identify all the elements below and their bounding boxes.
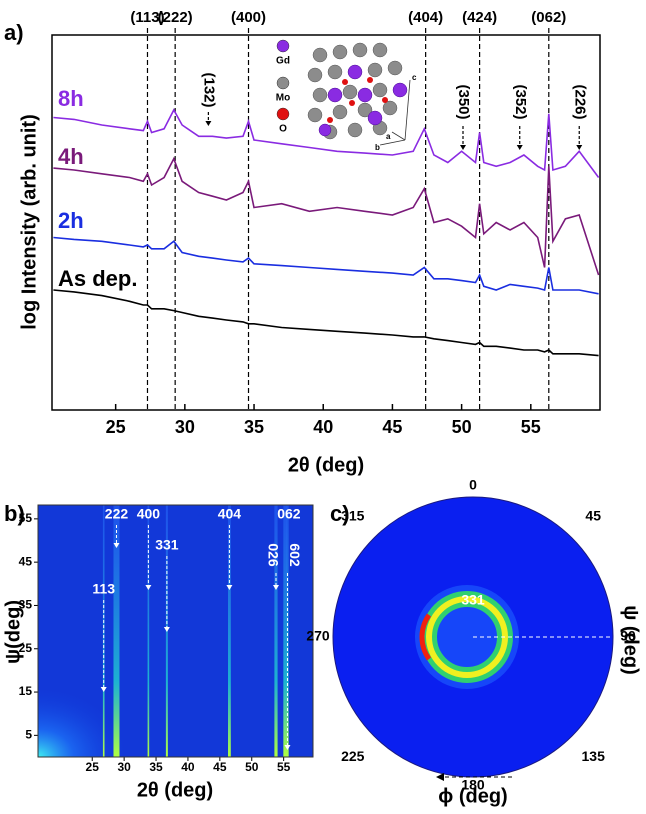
series-label: As dep. [58, 266, 137, 291]
peak-label: (132) [200, 72, 217, 107]
inset-legend-label: Mo [276, 93, 290, 104]
y-axis-label: ψ(deg) [2, 600, 24, 664]
peak-label: 026 [265, 543, 281, 567]
arrow-head [163, 627, 170, 632]
y-tick-label: 5 [25, 728, 32, 742]
x-tick-label: 40 [313, 417, 333, 437]
peak-label: 404 [218, 506, 242, 522]
x-tick-label: 40 [181, 760, 195, 774]
x-tick-label: 50 [245, 760, 259, 774]
x-tick-label: 30 [117, 760, 131, 774]
plot-frame [37, 504, 314, 758]
panel-label: a) [4, 20, 24, 45]
panel-label: b) [4, 501, 25, 526]
inset-axis-label: a [386, 132, 391, 141]
pole-ring-hot [419, 613, 432, 661]
x-tick-label: 50 [452, 417, 472, 437]
radial-axis-label: ψ (deg) [620, 605, 642, 675]
angle-tick-label: 135 [582, 748, 606, 764]
y-tick-label: 25 [19, 641, 33, 655]
x-tick-label: 35 [149, 760, 163, 774]
x-tick-label: 30 [175, 417, 195, 437]
xrd-trace [53, 236, 599, 295]
diffraction-streak [274, 505, 278, 757]
arrow-head [284, 745, 291, 750]
y-tick-label: 35 [19, 598, 33, 612]
x-tick-label: 25 [106, 417, 126, 437]
arrow-head [516, 145, 523, 150]
peak-label: (404) [408, 9, 443, 26]
series-label: 8h [58, 86, 84, 111]
inset-legend-marker [276, 107, 290, 121]
peak-label: (400) [231, 9, 266, 26]
panel-label: c) [330, 501, 350, 526]
diffraction-streak [147, 505, 150, 757]
x-axis-label: 2θ (deg) [137, 779, 213, 801]
series-label: 4h [58, 144, 84, 169]
diffraction-streak [113, 505, 120, 757]
xrd-trace [53, 289, 599, 357]
series-label: 2h [58, 208, 84, 233]
peak-label: (350) [455, 84, 472, 119]
diffraction-streak [228, 505, 231, 757]
angle-axis-label: ϕ (deg) [438, 785, 507, 807]
peak-label: (222) [158, 9, 193, 26]
inset-axis-label: c [412, 73, 417, 82]
angle-tick-label: 45 [585, 507, 601, 523]
peak-label: (352) [512, 84, 529, 119]
inset-legend-label: O [279, 124, 287, 135]
pole-label: 331 [461, 592, 485, 608]
angle-tick-label: 90 [620, 628, 636, 644]
peak-label: (113) [130, 9, 164, 26]
x-tick-label: 25 [86, 760, 100, 774]
arrow-head [460, 145, 466, 150]
peak-label: (424) [462, 9, 497, 26]
arrow-head [272, 585, 279, 590]
x-tick-label: 35 [244, 417, 264, 437]
peak-label: 113 [92, 581, 115, 597]
inset-axis-label: b [375, 143, 380, 152]
plot-frame [51, 34, 601, 411]
y-tick-label: 45 [19, 554, 33, 568]
angle-tick-label: 225 [341, 748, 365, 764]
xrd-trace [53, 156, 600, 276]
angle-tick-label: 180 [461, 777, 485, 793]
inset-legend-marker [276, 76, 290, 90]
xrd-trace [53, 108, 600, 178]
arrow-head [226, 585, 233, 590]
heatmap-blob [38, 687, 128, 757]
arrow-head [113, 543, 120, 548]
y-tick-label: 55 [19, 511, 33, 525]
peak-label: 400 [137, 506, 161, 522]
arrow-head [436, 773, 444, 781]
peak-label: 222 [105, 506, 129, 522]
angle-tick-label: 270 [306, 628, 330, 644]
x-axis-label: 2θ (deg) [288, 454, 364, 476]
x-tick-label: 55 [521, 417, 541, 437]
arrow-head [145, 585, 152, 590]
inset-legend-marker [276, 39, 290, 53]
peak-label: (226) [571, 84, 588, 119]
inset-legend-label: Gd [276, 56, 290, 67]
crystal-inset [307, 42, 411, 146]
arrow-head [576, 145, 583, 150]
x-tick-label: 55 [277, 760, 291, 774]
angle-tick-label: 315 [341, 507, 365, 523]
peak-label: 062 [277, 506, 301, 522]
peak-label: (062) [531, 9, 566, 26]
y-tick-label: 15 [19, 684, 33, 698]
peak-label: 602 [287, 543, 303, 567]
diffraction-streak [283, 505, 287, 757]
y-axis-label: log Intensity (arb. unit) [18, 114, 40, 330]
angle-tick-label: 0 [469, 477, 477, 493]
x-tick-label: 45 [213, 760, 227, 774]
arrow-head [100, 687, 107, 692]
arrow-head [205, 121, 212, 126]
x-tick-label: 45 [382, 417, 402, 437]
peak-label: 331 [155, 537, 179, 553]
